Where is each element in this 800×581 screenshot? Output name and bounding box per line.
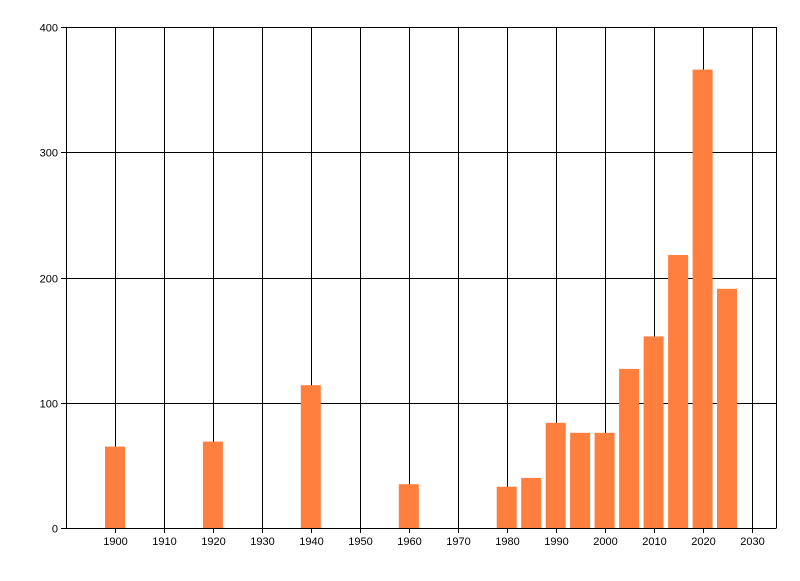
bar (398, 484, 419, 528)
y-tick-label: 0 (52, 524, 58, 536)
tick-labels: 0 100 200 300 400 1900 1910 1920 1930 1940 1950 196… (40, 23, 765, 549)
bar (300, 385, 321, 528)
bar (717, 288, 737, 528)
x-tick-label: 1940 (299, 536, 323, 548)
x-tick-label: 1990 (544, 536, 568, 548)
x-tick-label: 1950 (348, 536, 372, 548)
bar (594, 432, 615, 528)
bar (570, 432, 591, 528)
x-tick-label: 1970 (446, 536, 470, 548)
x-tick-label: 1920 (201, 536, 225, 548)
bar (545, 422, 566, 528)
x-tick-label: 1980 (495, 536, 519, 548)
bar (619, 368, 640, 528)
x-tick-label: 2020 (691, 536, 715, 548)
x-tick-label: 2000 (593, 536, 617, 548)
bar (496, 486, 517, 528)
bar (521, 477, 542, 528)
y-tick-label: 300 (40, 148, 58, 160)
y-tick-label: 100 (40, 399, 58, 411)
x-tick-label: 1900 (103, 536, 127, 548)
x-tick-label: 2030 (740, 536, 764, 548)
y-tick-label: 400 (40, 23, 58, 35)
bar (668, 255, 689, 528)
bar (105, 446, 125, 528)
x-tick-label: 2010 (642, 536, 666, 548)
axes (61, 27, 777, 533)
x-tick-label: 1960 (397, 536, 421, 548)
x-tick-label: 1930 (250, 536, 274, 548)
bar (202, 441, 223, 528)
y-tick-label: 200 (40, 274, 58, 286)
x-tick-label: 1910 (152, 536, 176, 548)
bar (692, 69, 713, 528)
bar (643, 336, 664, 528)
bar-series (105, 69, 737, 528)
